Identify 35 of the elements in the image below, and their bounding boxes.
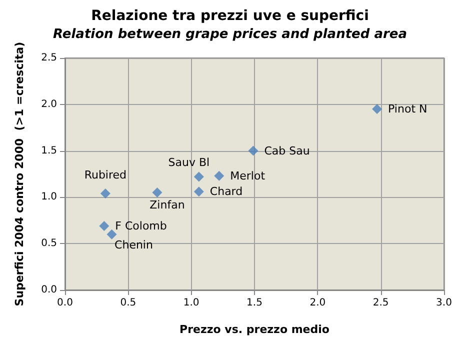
x-tick-label: 3.0 <box>436 298 452 308</box>
y-tick-label: 0.5 <box>41 238 57 250</box>
y-tick-label: 2.0 <box>41 98 57 110</box>
x-tick-label: 2.5 <box>372 298 389 308</box>
point <box>248 146 258 156</box>
x-tick-label: 0.5 <box>120 298 136 308</box>
y-tick-label: 2.5 <box>41 52 57 64</box>
point <box>99 220 110 231</box>
x-axis-title: Prezzo vs. prezzo medio <box>180 323 330 336</box>
point <box>372 104 382 114</box>
annotation: Merlot <box>230 169 266 182</box>
y-tick-label: 1.5 <box>41 145 57 156</box>
y-tick-label: 0.0 <box>41 284 57 296</box>
annotation: Pinot N <box>388 102 428 116</box>
annotation: Chenin <box>114 238 153 252</box>
annotation: Zinfan <box>150 198 185 212</box>
point <box>152 188 162 198</box>
x-tick-label: 2.0 <box>310 298 326 308</box>
annotation: Sauv Bl <box>168 156 210 169</box>
x-tick-label: 1.0 <box>183 298 200 308</box>
point <box>100 188 110 198</box>
point <box>106 229 117 240</box>
x-tick-label: 0.0 <box>57 298 73 308</box>
annotation: Cab Sau <box>264 144 310 158</box>
x-tick-label: 1.5 <box>246 298 262 308</box>
annotation: F Colomb <box>115 219 167 232</box>
y-tick-label: 1.0 <box>41 192 57 203</box>
point <box>194 172 204 182</box>
point <box>214 170 224 181</box>
chart-subtitle: Relation between grape prices and planted area <box>53 27 407 42</box>
y-axis-title: Superfici 2004 contro 2000 (>1 =crescita) <box>13 42 26 306</box>
point <box>194 186 204 197</box>
annotation: Chard <box>210 185 243 198</box>
chart-title: Relazione tra prezzi uve e superfici <box>91 8 369 24</box>
annotation: Rubired <box>84 168 127 182</box>
